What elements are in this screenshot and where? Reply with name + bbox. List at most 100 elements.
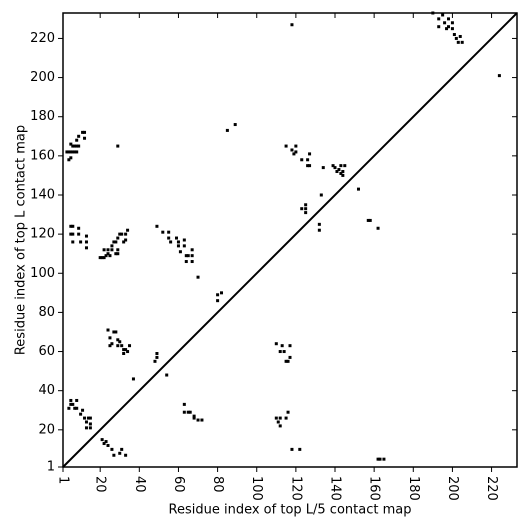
contact-point	[71, 150, 75, 154]
contact-point	[122, 352, 126, 355]
contact-point	[69, 142, 73, 146]
y-tick-label: 20	[38, 422, 55, 437]
contact-point	[308, 164, 312, 168]
x-tick-label: 1	[56, 476, 71, 484]
contact-point	[84, 234, 88, 238]
contact-point	[280, 344, 284, 348]
contact-point	[278, 424, 282, 428]
x-tick-label: 20	[93, 476, 108, 493]
contact-point	[83, 136, 87, 140]
contact-point	[233, 123, 237, 127]
contact-point	[445, 27, 449, 31]
contact-point	[77, 144, 81, 148]
contact-point	[122, 240, 126, 244]
contact-point	[437, 25, 441, 29]
x-tick-label: 120	[288, 476, 303, 501]
contact-point	[341, 170, 345, 174]
contact-point	[114, 252, 118, 256]
contact-point	[116, 144, 120, 148]
contact-point	[124, 348, 128, 352]
contact-point	[84, 426, 88, 430]
contact-point	[356, 187, 360, 191]
contact-point	[122, 348, 126, 352]
contact-point	[321, 166, 325, 170]
contact-point	[112, 453, 116, 457]
contact-point	[81, 130, 85, 134]
contact-point	[83, 416, 87, 420]
contact-point	[108, 336, 112, 340]
contact-point	[128, 344, 132, 348]
contact-point	[67, 406, 71, 410]
contact-point	[112, 240, 116, 244]
x-tick-label: 140	[328, 476, 343, 501]
contact-point	[126, 228, 130, 232]
contact-point	[308, 152, 312, 156]
contact-point	[190, 254, 194, 258]
contact-point	[88, 426, 92, 430]
contact-point	[110, 248, 114, 252]
contact-point	[306, 158, 310, 162]
contact-point	[116, 236, 120, 240]
y-tick-label: 60	[38, 344, 55, 359]
contact-point	[456, 40, 460, 44]
contact-point	[337, 168, 341, 172]
contact-point	[298, 447, 302, 451]
contact-point	[184, 260, 188, 264]
x-tick-label: 220	[484, 476, 499, 501]
contact-point	[186, 410, 190, 414]
contact-point	[294, 144, 298, 148]
contact-point	[339, 164, 343, 168]
contact-point	[290, 148, 294, 152]
y-axis-label: Residue index of top L contact map	[14, 125, 29, 355]
contact-point	[69, 156, 73, 160]
contact-point	[100, 256, 104, 260]
contact-point	[317, 222, 321, 226]
contact-point	[84, 246, 88, 250]
contact-point	[165, 373, 169, 377]
contact-point	[376, 226, 380, 230]
contact-point	[319, 193, 323, 197]
contact-point	[69, 150, 73, 154]
x-tick-label: 160	[367, 476, 382, 501]
contact-point	[77, 232, 81, 236]
contact-point	[286, 410, 290, 414]
contact-point	[200, 418, 204, 422]
contact-point	[182, 410, 186, 414]
contact-point	[116, 248, 120, 252]
contact-point	[317, 228, 321, 232]
contact-point	[378, 457, 382, 461]
contact-point	[339, 171, 343, 175]
contact-point	[290, 447, 294, 451]
contact-point	[190, 260, 194, 264]
y-tick-label: 200	[30, 70, 55, 85]
contact-point	[114, 240, 118, 244]
contact-point	[460, 40, 464, 44]
contact-point	[71, 144, 75, 148]
contact-point	[497, 74, 501, 78]
contact-point	[75, 150, 79, 154]
contact-point	[450, 27, 454, 31]
contact-point	[276, 420, 280, 424]
contact-point	[73, 144, 77, 148]
y-tick-label: 80	[38, 305, 55, 320]
contact-point	[110, 342, 114, 346]
contact-point	[67, 158, 71, 162]
y-tick-label: 220	[30, 31, 55, 46]
contact-point	[110, 244, 114, 248]
contact-point	[118, 232, 122, 236]
contact-point	[284, 359, 288, 363]
y-tick-label: 120	[30, 227, 55, 242]
contact-point	[98, 256, 102, 260]
contact-point	[67, 150, 71, 154]
contact-point	[124, 453, 128, 457]
contact-point	[69, 398, 73, 402]
contact-point	[441, 13, 445, 17]
contact-point	[341, 173, 345, 177]
contact-point	[376, 457, 380, 461]
contact-point	[220, 291, 224, 295]
y-tick-label: 160	[30, 148, 55, 163]
contact-point	[106, 248, 110, 252]
plot-frame	[62, 12, 518, 468]
contact-point	[306, 164, 310, 168]
